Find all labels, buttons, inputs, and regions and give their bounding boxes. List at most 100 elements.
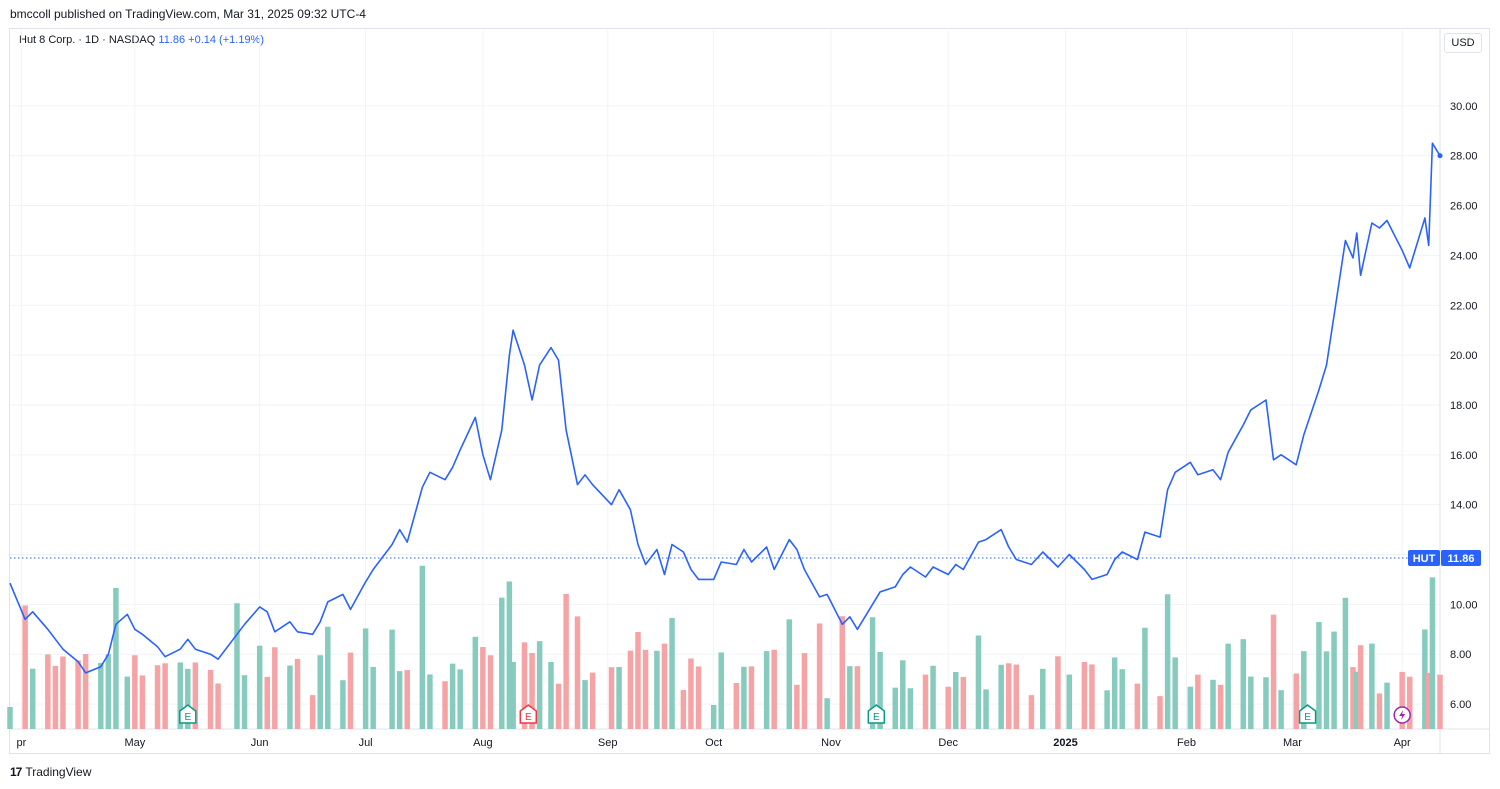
volume-bar [404,670,410,729]
volume-bar [869,617,876,729]
volume-bar [854,666,861,729]
x-tick-label: Sep [598,737,618,749]
x-tick-label: Oct [705,737,722,749]
volume-bar [582,680,588,729]
earnings-marker-label: E [1304,712,1311,723]
volume-bar [389,629,395,729]
volume-bar [1013,664,1020,729]
earnings-marker-label: E [873,712,880,723]
volume-bar [786,619,793,729]
volume-bar [907,688,914,729]
volume-bar [1240,639,1247,729]
volume-bar [521,642,528,729]
volume-bar [7,707,13,729]
x-tick-label: Mar [1283,737,1302,749]
y-tick-label: 20.00 [1450,350,1478,362]
volume-bar [748,666,755,729]
x-tick-label: Jul [359,737,373,749]
earnings-marker[interactable]: E [519,704,538,724]
lightning-icon[interactable] [1393,706,1411,724]
y-tick-label: 22.00 [1450,300,1478,312]
volume-bar [510,662,516,729]
volume-bar [427,674,433,729]
volume-bar [680,690,687,729]
earnings-marker[interactable]: E [1298,704,1317,724]
earnings-marker-shape [179,704,197,724]
volume-bar [1376,693,1383,729]
volume-bar [325,626,331,729]
volume-bar [589,672,596,729]
volume-bar [960,676,967,729]
y-tick-label: 10.00 [1450,599,1478,611]
volume-bar [1350,667,1356,729]
earnings-marker[interactable]: E [179,704,197,724]
volume-bar [1331,631,1337,729]
earnings-marker[interactable]: E [867,704,886,724]
volume-bar [771,649,777,729]
volume-bar [317,655,323,729]
volume-bar [669,618,675,729]
tradingview-brand[interactable]: 17 TradingView [10,765,91,779]
volume-bar [548,662,554,729]
volume-bar [1055,656,1061,729]
volume-bar [953,672,959,729]
currency-button[interactable]: USD [1444,33,1482,53]
volume-bar [1195,674,1201,729]
volume-bar [1406,676,1413,729]
volume-bar [733,683,740,729]
brand-text: TradingView [25,765,92,779]
volume-bar [272,647,278,729]
volume-bar [287,665,293,729]
volume-bar [922,674,929,729]
y-tick-label: 24.00 [1450,250,1478,262]
volume-bar [419,565,426,729]
volume-bar [139,675,146,729]
volume-bar [396,671,403,729]
volume-bar [347,652,354,729]
volume-bar [124,676,131,729]
y-tick-label: 6.00 [1450,699,1471,711]
tradingview-logo-icon: 17 [10,765,22,779]
volume-bar [1342,597,1349,729]
volume-bar [1399,671,1405,729]
price-line[interactable] [9,142,1441,674]
volume-bar [695,666,702,729]
volume-bar [839,616,846,729]
symbol-description: Hut 8 Corp. · 1D · NASDAQ [19,34,156,46]
volume-bar [132,655,138,729]
volume-bar [1104,690,1110,729]
volume-bar [710,705,717,729]
volume-bar [207,669,214,729]
volume-bar [900,660,906,729]
volume-bar [75,660,81,729]
volume-bar [1384,682,1390,729]
volume-bar [688,658,694,729]
volume-bar [1187,686,1194,729]
last-point-dot [1437,153,1443,159]
volume-bar [309,695,316,729]
volume-bar [1040,668,1046,729]
volume-bars [7,565,1443,729]
last-price-tag [1441,550,1481,567]
volume-bar [1437,674,1443,729]
volume-bar [1111,657,1118,729]
volume-bar [824,698,830,729]
y-tick-label: 14.00 [1450,500,1478,512]
x-tick-label: 2025 [1053,737,1077,749]
x-tick-label: May [124,737,145,749]
earnings-marker-shape [519,704,538,724]
y-tick-label: 30.00 [1450,101,1478,113]
volume-bar [82,654,89,729]
volume-bar [487,655,494,729]
volume-bar [1301,651,1307,729]
volume-bar [1164,594,1171,729]
volume-bar [945,686,951,729]
volume-bar [162,663,168,729]
volume-bar [718,652,724,729]
volume-bar [574,616,581,729]
volume-bar [457,669,463,729]
earnings-marker-label: E [184,712,191,723]
volume-bar [1172,657,1178,729]
y-tick-label: 8.00 [1450,649,1471,661]
